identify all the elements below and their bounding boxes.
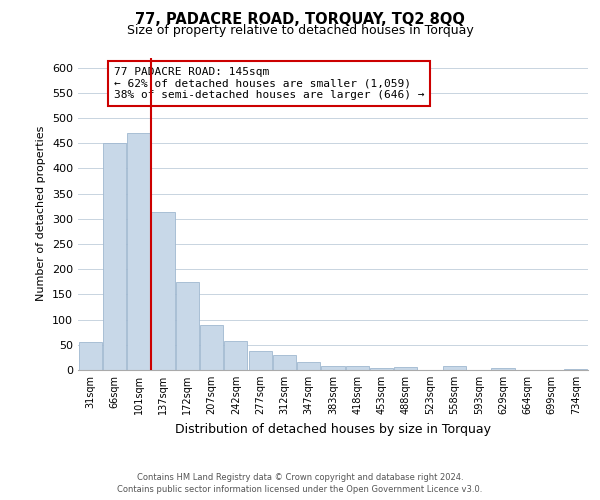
Bar (346, 366, 369, 370)
Bar (443, 366, 466, 370)
Bar (273, 355, 296, 370)
Bar (200, 324, 223, 370)
Text: 77, PADACRE ROAD, TORQUAY, TQ2 8QQ: 77, PADACRE ROAD, TORQUAY, TQ2 8QQ (135, 12, 465, 28)
Bar (127, 133, 150, 370)
Text: 77 PADACRE ROAD: 145sqm
← 62% of detached houses are smaller (1,059)
38% of semi: 77 PADACRE ROAD: 145sqm ← 62% of detache… (114, 67, 424, 100)
Bar (370, 368, 393, 370)
Bar (224, 342, 247, 370)
Bar (491, 368, 515, 370)
Bar (394, 368, 418, 370)
Text: Contains HM Land Registry data © Crown copyright and database right 2024.
Contai: Contains HM Land Registry data © Crown c… (118, 472, 482, 494)
Bar (151, 212, 175, 370)
Bar (322, 366, 344, 370)
Text: Size of property relative to detached houses in Torquay: Size of property relative to detached ho… (127, 24, 473, 37)
Y-axis label: Number of detached properties: Number of detached properties (37, 126, 46, 302)
Bar (248, 351, 272, 370)
X-axis label: Distribution of detached houses by size in Torquay: Distribution of detached houses by size … (175, 422, 491, 436)
Bar (176, 282, 199, 370)
Bar (297, 362, 320, 370)
Bar (103, 143, 126, 370)
Bar (79, 342, 101, 370)
Bar (565, 369, 587, 370)
